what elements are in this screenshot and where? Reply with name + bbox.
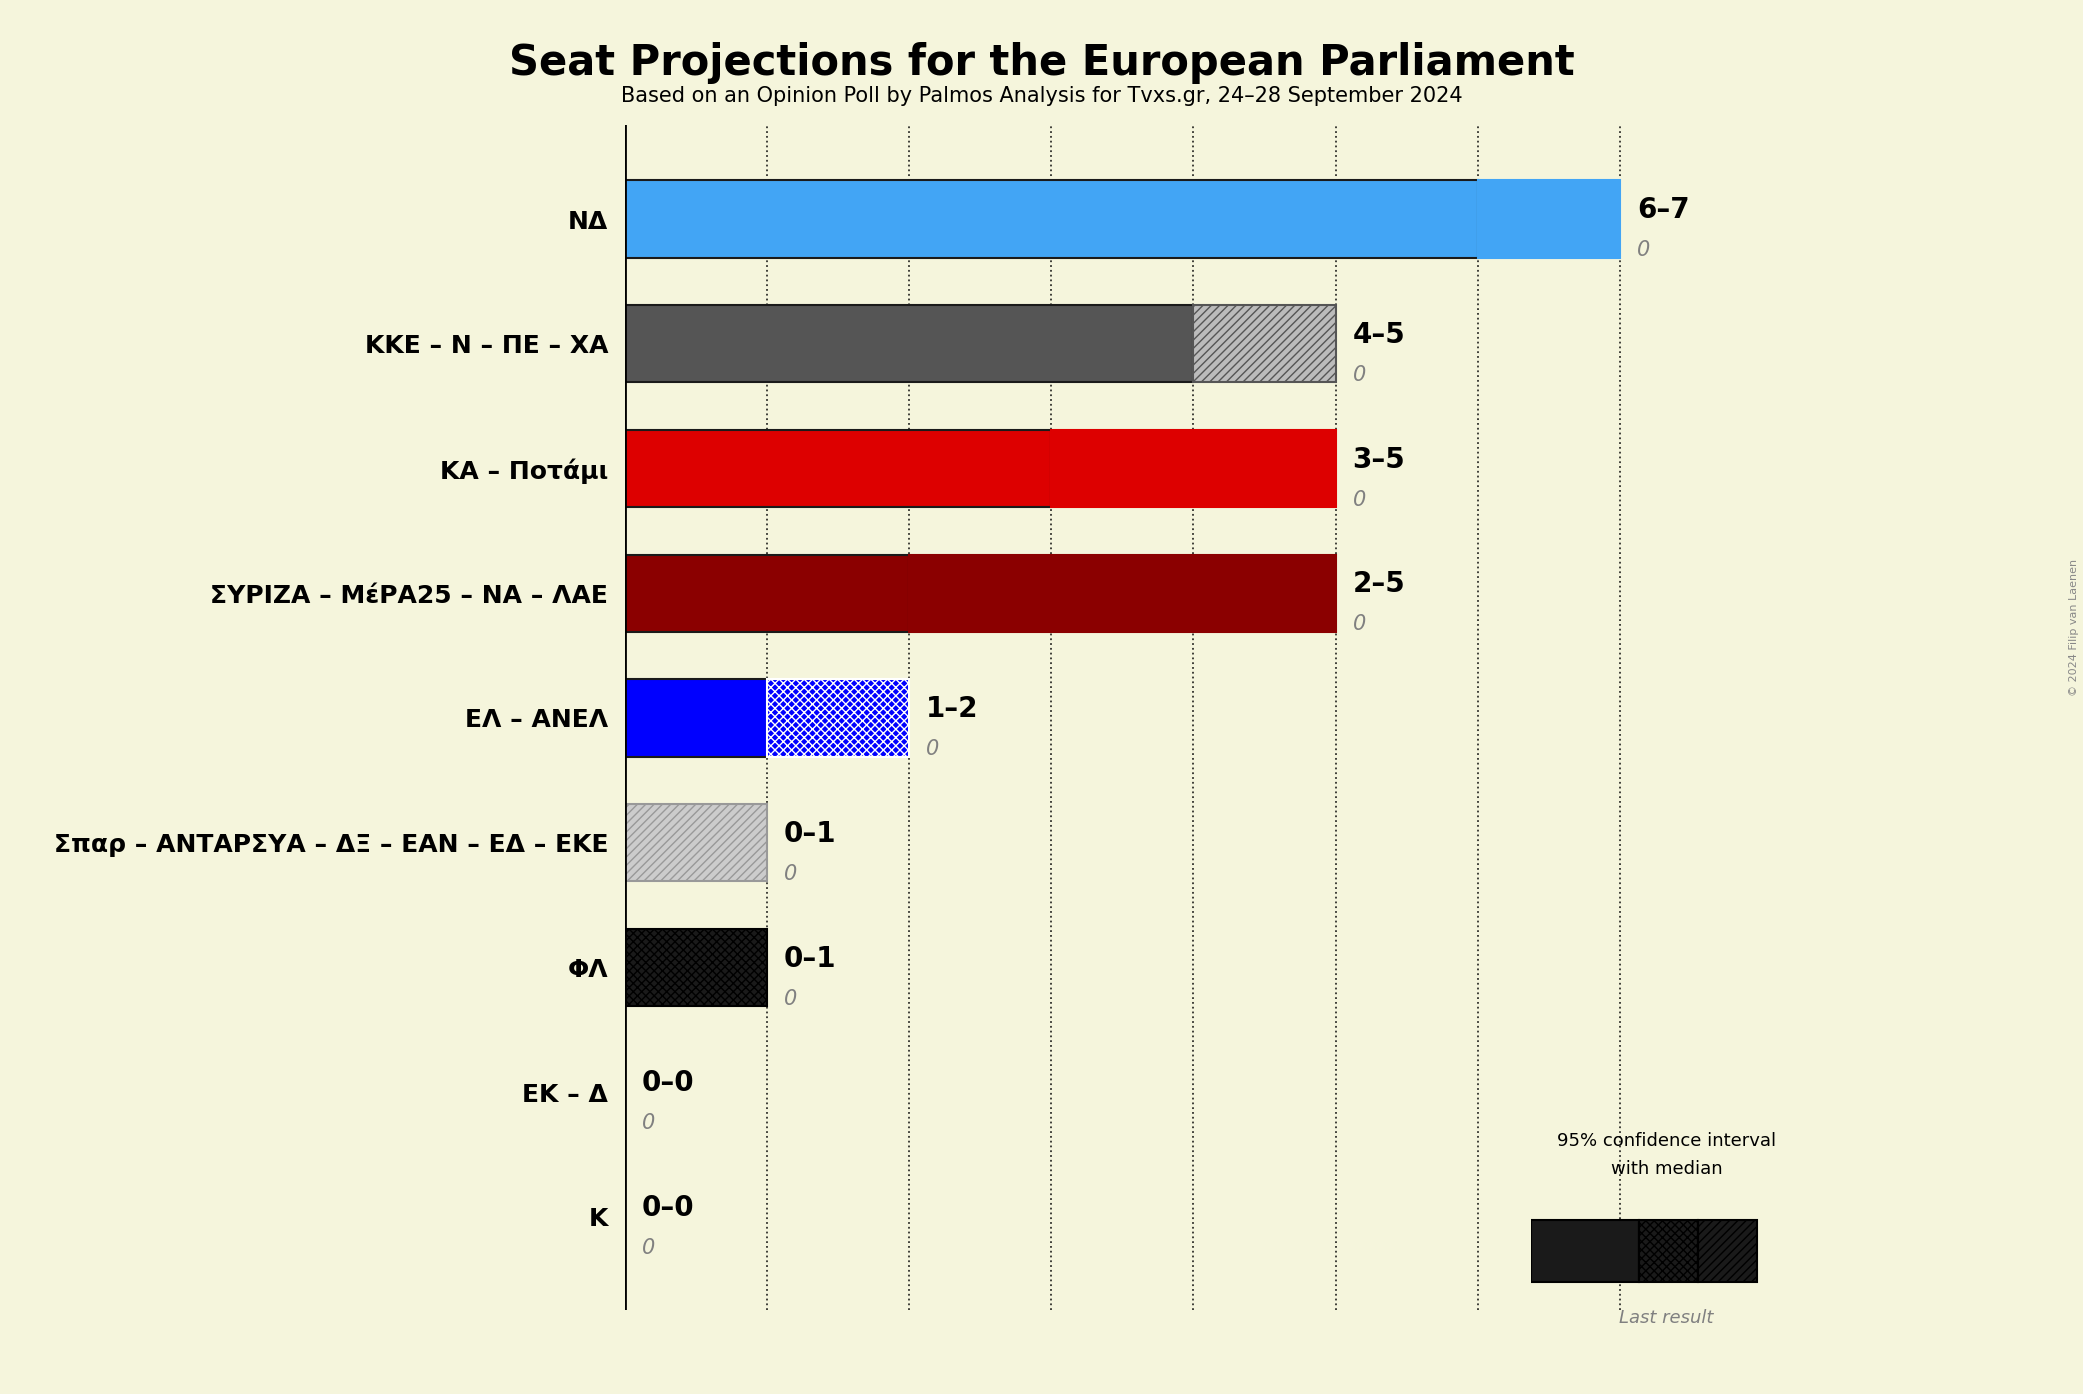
Text: 0: 0 (783, 864, 798, 884)
Text: Last result: Last result (1618, 1309, 1714, 1327)
Bar (1477, 180, 1621, 258)
Bar (625, 305, 1194, 382)
Text: 0: 0 (1352, 365, 1366, 385)
Bar (1531, 1220, 1639, 1282)
Text: 0: 0 (927, 739, 939, 760)
Text: with median: with median (1610, 1160, 1723, 1178)
Text: Seat Projections for the European Parliament: Seat Projections for the European Parlia… (508, 42, 1575, 84)
Bar (625, 555, 908, 631)
Text: 0: 0 (783, 988, 798, 1008)
Text: 0: 0 (1352, 489, 1366, 510)
Text: 3–5: 3–5 (1352, 446, 1406, 474)
Text: 4–5: 4–5 (1352, 321, 1406, 348)
Text: 0: 0 (1637, 240, 1650, 261)
Text: 0–0: 0–0 (642, 1069, 694, 1097)
Bar (625, 804, 767, 881)
Text: 0: 0 (1352, 615, 1366, 634)
Text: 0: 0 (642, 1238, 656, 1257)
Bar (625, 429, 1052, 507)
Text: 0: 0 (642, 1114, 656, 1133)
Bar (1052, 429, 1194, 507)
Bar (1194, 305, 1335, 382)
Bar (625, 928, 767, 1006)
Text: 6–7: 6–7 (1637, 197, 1689, 224)
Bar (908, 555, 1052, 631)
Bar (625, 180, 1477, 258)
Text: 0–1: 0–1 (783, 945, 837, 973)
Bar (1639, 1220, 1698, 1282)
Text: 0–1: 0–1 (783, 820, 837, 848)
Text: 0–0: 0–0 (642, 1195, 694, 1223)
Bar (1194, 429, 1335, 507)
Text: © 2024 Filip van Laenen: © 2024 Filip van Laenen (2068, 559, 2079, 696)
Text: 1–2: 1–2 (927, 696, 979, 723)
Text: 2–5: 2–5 (1352, 570, 1406, 598)
Bar (1698, 1220, 1756, 1282)
Text: 95% confidence interval: 95% confidence interval (1556, 1132, 1777, 1150)
Bar (767, 679, 908, 757)
Bar (625, 679, 767, 757)
Text: Based on an Opinion Poll by Palmos Analysis for Tvxs.gr, 24–28 September 2024: Based on an Opinion Poll by Palmos Analy… (621, 86, 1462, 106)
Bar (1052, 555, 1335, 631)
